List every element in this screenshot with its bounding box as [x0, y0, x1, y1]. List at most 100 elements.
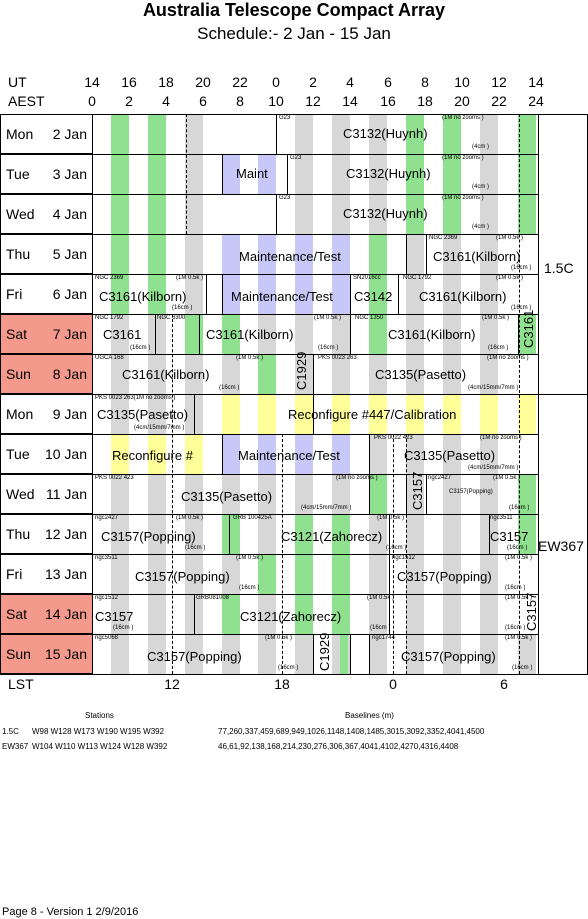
schedule-row — [92, 274, 538, 314]
time-slot-stripe — [258, 154, 276, 194]
page-footer: Page 8 - Version 1 2/9/2016 — [2, 906, 139, 918]
block-divider — [350, 314, 351, 354]
block-label: C3157(Popping) — [449, 489, 493, 495]
aest-axis-label: AEST — [8, 93, 45, 109]
ut-tick-label: 8 — [421, 74, 429, 90]
block-label: C3161(Kilborn) — [419, 289, 507, 304]
day-label-cell: Wed 11 Jan — [0, 474, 92, 514]
schedule-row — [92, 194, 538, 234]
block-label-vertical: C1929 — [317, 632, 332, 671]
time-slot-stripe — [148, 234, 166, 274]
day-date: 2 Jan — [52, 126, 87, 142]
time-slot-stripe — [185, 354, 203, 394]
block-label: (16cm ) — [512, 665, 533, 671]
block-label: Maint — [236, 166, 268, 181]
time-slot-stripe — [332, 314, 350, 354]
day-label-cell: Sun 15 Jan — [0, 634, 92, 674]
time-slot-stripe — [222, 234, 240, 274]
row-divider — [0, 674, 538, 675]
block-label: ngc1744 — [372, 635, 396, 641]
time-slot-stripe — [258, 634, 276, 674]
block-label: (1M 0.5k ) — [377, 515, 405, 521]
block-label: (16cm ) — [505, 625, 526, 631]
block-divider — [406, 474, 407, 514]
time-slot-stripe — [443, 394, 461, 434]
time-slot-stripe — [480, 594, 498, 634]
block-label: (1M 0.5k ) — [265, 635, 293, 641]
day-label-cell: Thu 5 Jan — [0, 234, 92, 274]
block-label: PKS 0022 423 — [95, 475, 134, 481]
row-divider — [0, 274, 538, 275]
time-slot-stripe — [111, 234, 129, 274]
block-label: C3161(Kilborn) — [388, 327, 476, 342]
day-name: Sun — [6, 366, 31, 382]
aest-tick-label: 16 — [380, 93, 396, 109]
block-label: (16cm ) — [185, 545, 206, 551]
day-date: 4 Jan — [52, 206, 87, 222]
aest-tick-label: 18 — [417, 93, 433, 109]
time-slot-stripe — [332, 354, 350, 394]
time-slot-stripe — [185, 274, 203, 314]
time-slot-stripe — [369, 394, 387, 434]
ut-tick-label: 12 — [491, 74, 507, 90]
block-divider — [369, 474, 370, 514]
block-label: (16cm ) — [509, 505, 530, 511]
block-label: Maintenance/Test — [239, 249, 341, 264]
schedule-row — [92, 434, 538, 474]
block-label: C3157(Popping) — [147, 649, 242, 664]
time-slot-stripe — [406, 634, 424, 674]
time-slot-stripe — [480, 354, 498, 394]
time-slot-stripe — [406, 234, 424, 274]
day-date: 6 Jan — [52, 286, 87, 302]
time-slot-stripe — [369, 434, 387, 474]
time-slot-stripe — [148, 474, 166, 514]
ut-tick-label: 4 — [346, 74, 354, 90]
time-slot-stripe — [148, 114, 166, 154]
block-divider — [426, 234, 427, 274]
lst-tick-label: 18 — [274, 676, 290, 692]
time-slot-stripe — [111, 514, 129, 554]
time-slot-stripe — [185, 554, 203, 594]
time-slot-stripe — [480, 434, 498, 474]
time-slot-stripe — [111, 114, 129, 154]
day-name: Tue — [6, 166, 30, 182]
block-label: C3161(Kilborn) — [122, 367, 210, 382]
schedule-row — [92, 634, 538, 674]
time-slot-stripe — [258, 554, 276, 594]
block-label: NGC 6300 — [157, 315, 186, 321]
aest-tick-label: 4 — [162, 93, 170, 109]
time-slot-stripe — [332, 394, 350, 434]
time-slot-stripe — [443, 234, 461, 274]
block-divider — [518, 314, 519, 354]
block-label: (1M 0.5k ) — [236, 355, 264, 361]
day-date: 10 Jan — [44, 446, 87, 462]
ut-tick-label: 2 — [309, 74, 317, 90]
row-divider — [0, 354, 538, 355]
time-slot-stripe — [148, 154, 166, 194]
block-label: (16cm ) — [488, 345, 509, 351]
time-slot-stripe — [295, 434, 313, 474]
ut-tick-label: 20 — [195, 74, 211, 90]
block-label: (16cm ) — [507, 545, 528, 551]
time-slot-stripe — [406, 354, 424, 394]
day-name: Fri — [6, 566, 23, 582]
block-label: (1M 0.5k ) — [314, 315, 342, 321]
block-label: (1M no zooms ) — [442, 115, 484, 121]
block-divider — [489, 514, 490, 554]
block-label: G23 — [279, 195, 291, 201]
time-slot-stripe — [332, 154, 350, 194]
ut-tick-label: 14 — [528, 74, 544, 90]
block-label: G23 — [279, 115, 291, 121]
day-date: 7 Jan — [52, 326, 87, 342]
aest-tick-label: 14 — [342, 93, 358, 109]
day-date: 12 Jan — [44, 526, 87, 542]
row-divider — [0, 234, 538, 235]
time-slot-stripe — [369, 554, 387, 594]
time-slot-stripe — [369, 234, 387, 274]
time-slot-stripe — [369, 354, 387, 394]
block-divider — [389, 594, 390, 634]
schedule-row — [92, 474, 538, 514]
day-name: Thu — [6, 526, 31, 542]
block-label: C3157(Popping) — [397, 569, 492, 584]
time-slot-stripe — [222, 554, 240, 594]
